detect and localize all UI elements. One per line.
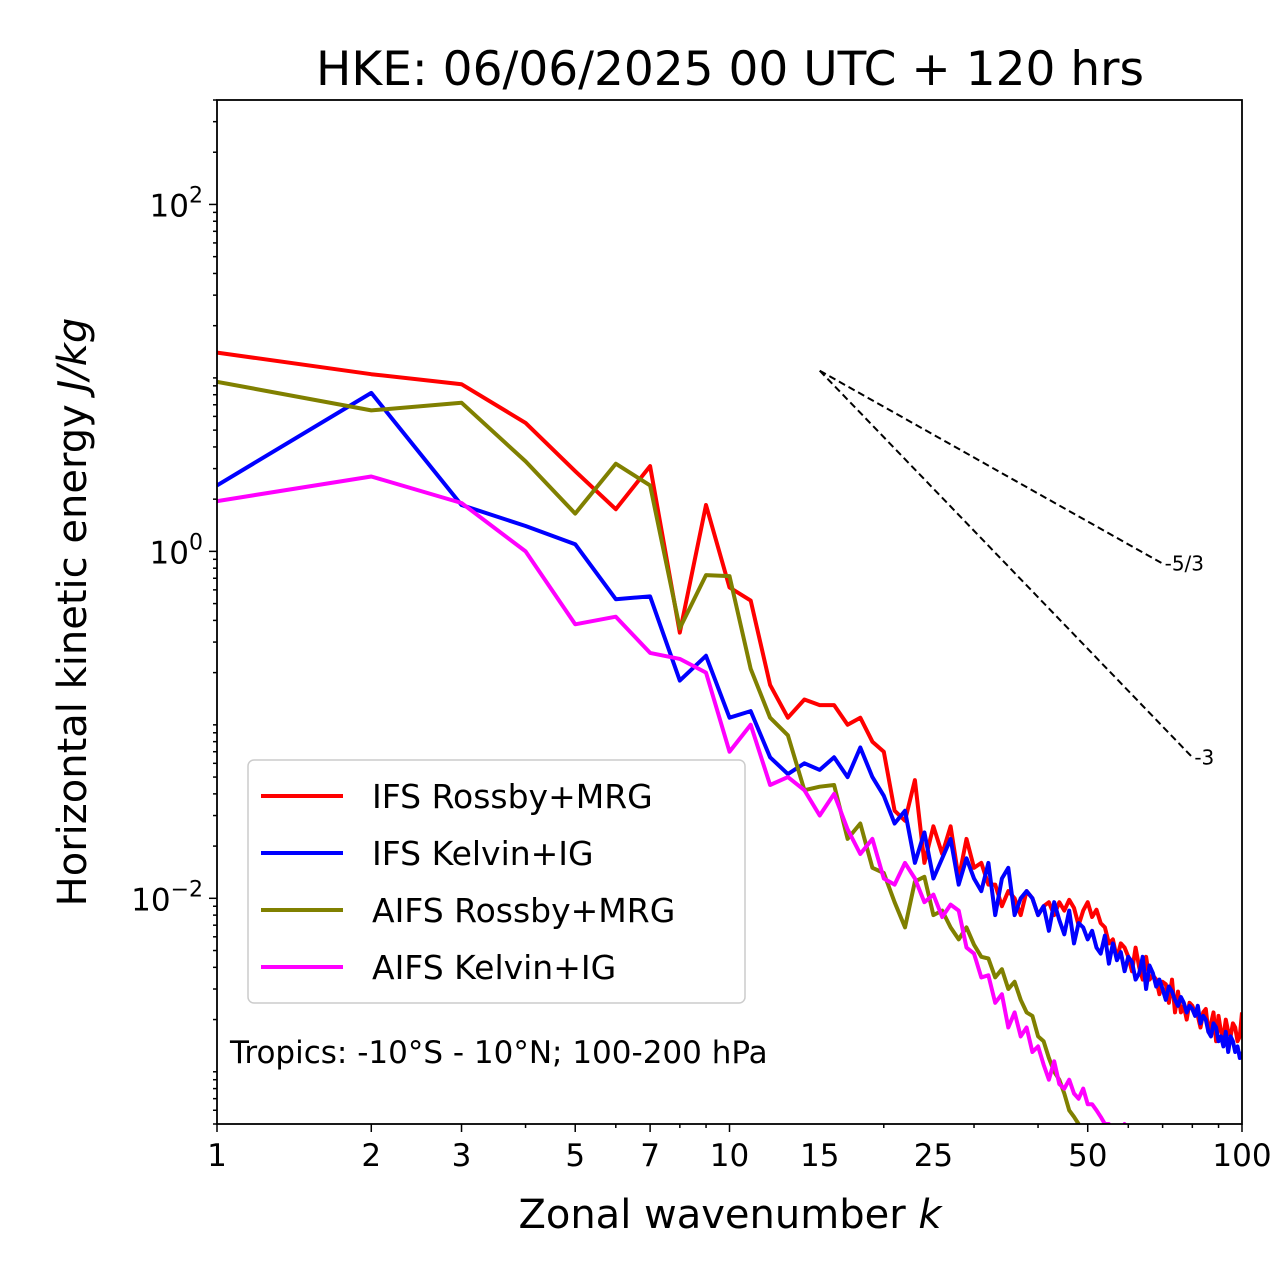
legend-label-2: AIFS Rossby+MRG xyxy=(372,891,675,930)
slope-line-1 xyxy=(819,370,1194,758)
x-tick-label: 10 xyxy=(710,1138,749,1174)
legend-label-1: IFS Kelvin+IG xyxy=(372,834,594,873)
x-tick-label: 5 xyxy=(565,1138,585,1174)
slope-line-0 xyxy=(819,369,1164,565)
x-tick-label: 1 xyxy=(207,1138,227,1174)
x-tick-label: 50 xyxy=(1068,1138,1107,1174)
x-tick-label: 15 xyxy=(800,1138,839,1174)
legend: IFS Rossby+MRG IFS Kelvin+IG AIFS Rossby+M… xyxy=(247,759,746,1004)
series-line-3 xyxy=(217,474,1127,1124)
x-tick-label: 3 xyxy=(452,1138,472,1174)
legend-label-3: AIFS Kelvin+IG xyxy=(372,948,616,987)
y-tick-label: 102 xyxy=(150,183,203,224)
x-tick-label: 2 xyxy=(361,1138,381,1174)
reference-slopes: -5/3 -3 xyxy=(819,369,1214,769)
x-axis-label: Zonal wavenumber k xyxy=(518,1192,943,1238)
chart-title: HKE: 06/06/2025 00 UTC + 120 hrs xyxy=(316,42,1144,97)
y-tick-label: 10−2 xyxy=(131,877,203,918)
legend-box xyxy=(247,759,746,1004)
y-axis-label: Horizontal kinetic energy J/kg xyxy=(50,318,96,907)
slope-label-0: -5/3 xyxy=(1165,552,1204,576)
x-tick-label: 100 xyxy=(1212,1138,1271,1174)
x-tick-label: 25 xyxy=(914,1138,953,1174)
series-layer xyxy=(217,350,1242,1124)
legend-label-0: IFS Rossby+MRG xyxy=(372,777,653,816)
y-tick-label: 100 xyxy=(150,530,203,571)
slope-label-1: -3 xyxy=(1194,745,1214,769)
series-line-2 xyxy=(217,379,1081,1124)
x-tick-label: 7 xyxy=(640,1138,660,1174)
series-line-1 xyxy=(217,390,1242,1060)
y-axis-ticks: 102 100 10−2 xyxy=(131,99,217,1125)
region-annotation: Tropics: -10°S - 10°N; 100-200 hPa xyxy=(229,1035,768,1071)
x-axis-ticks: 1 2 3 5 7 10 15 25 50 100 xyxy=(207,1124,1272,1174)
